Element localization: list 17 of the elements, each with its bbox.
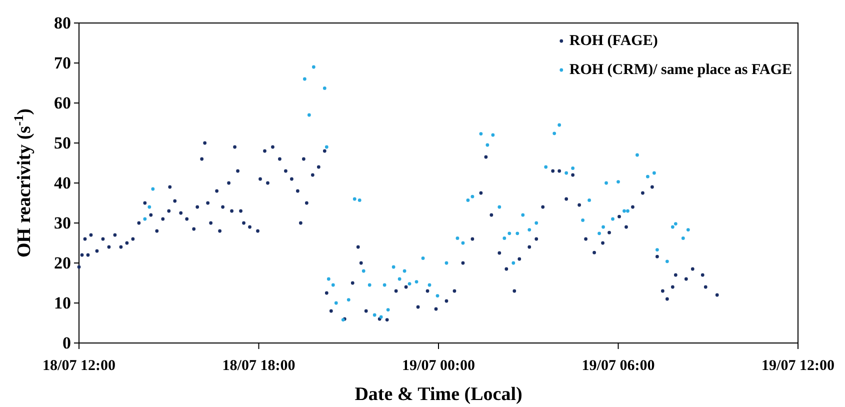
y-tick-label: 40 — [54, 173, 71, 192]
y-tick-label: 30 — [54, 213, 71, 232]
y-tick-label: 70 — [54, 53, 71, 72]
y-tick-label: 50 — [54, 133, 71, 152]
legend-label: ROH (CRM)/ same place as FAGE — [569, 62, 792, 78]
x-tick-label: 18/07 18:00 — [222, 358, 296, 374]
y-tick-label: 20 — [54, 253, 71, 272]
x-tick-label: 19/07 12:00 — [762, 358, 834, 374]
x-tick-label: 19/07 06:00 — [582, 358, 655, 374]
y-tick-label: 60 — [54, 93, 71, 112]
legend-label: ROH (FAGE) — [569, 33, 658, 49]
y-tick-label: 0 — [62, 333, 71, 352]
x-tick-label: 18/07 12:00 — [42, 358, 116, 374]
y-tick-label: 80 — [54, 13, 71, 32]
x-tick-label: 19/07 00:00 — [402, 358, 475, 374]
y-tick-label: 10 — [54, 293, 71, 312]
x-axis-title: Date & Time (Local) — [354, 384, 522, 405]
